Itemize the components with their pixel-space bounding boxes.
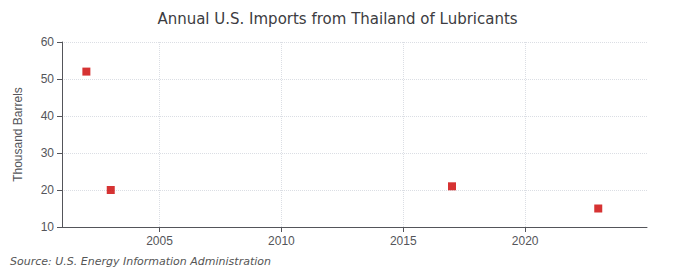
svg-text:20: 20 [41,183,55,197]
svg-text:2005: 2005 [146,234,173,248]
svg-text:10: 10 [41,220,55,234]
svg-text:2010: 2010 [268,234,295,248]
svg-text:Annual U.S. Imports from Thail: Annual U.S. Imports from Thailand of Lub… [157,10,517,28]
svg-text:40: 40 [41,109,55,123]
svg-text:30: 30 [41,146,55,160]
svg-text:50: 50 [41,72,55,86]
svg-text:2020: 2020 [512,234,539,248]
svg-text:2015: 2015 [390,234,417,248]
svg-text:60: 60 [41,35,55,49]
svg-text:Thousand Barrels: Thousand Barrels [11,87,25,182]
svg-text:Source: U.S. Energy Informatio: Source: U.S. Energy Information Administ… [10,255,271,268]
